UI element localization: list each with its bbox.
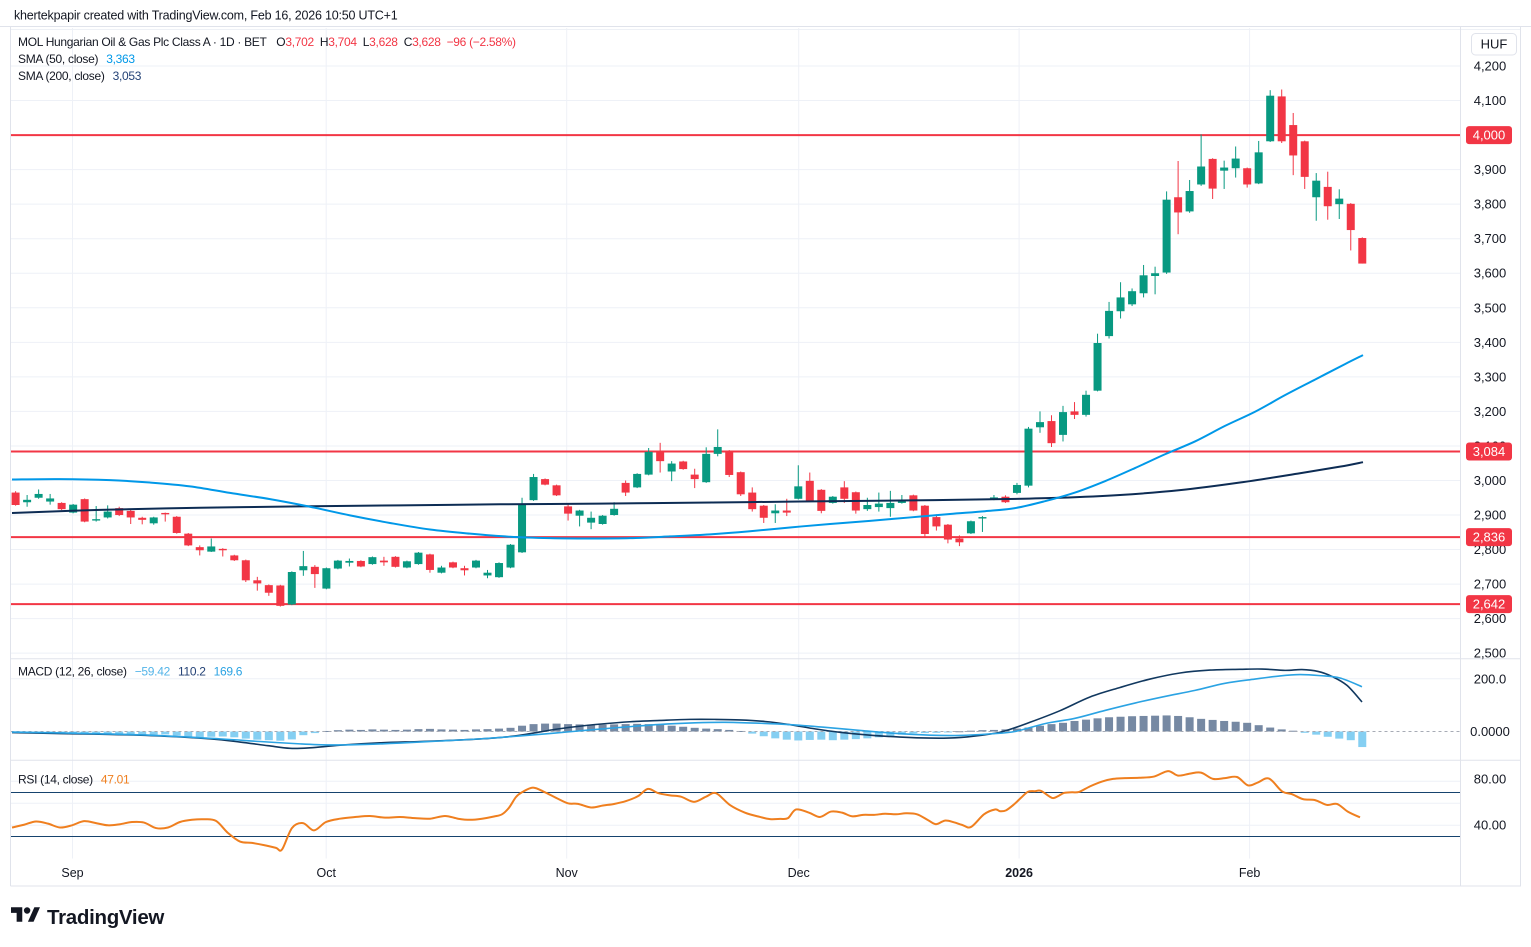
svg-text:0.0000: 0.0000 [1470, 724, 1510, 739]
svg-text:2,836: 2,836 [1473, 530, 1506, 545]
svg-text:RSI (14, close)47.01: RSI (14, close) 47.01 [18, 773, 130, 787]
svg-text:khertekpapir created with Trad: khertekpapir created with TradingView.co… [14, 9, 398, 23]
svg-text:HUF: HUF [1481, 37, 1508, 52]
svg-text:3,400: 3,400 [1474, 335, 1507, 350]
svg-text:4,000: 4,000 [1473, 128, 1506, 143]
svg-text:3,200: 3,200 [1474, 404, 1507, 419]
svg-text:TradingView: TradingView [47, 906, 164, 929]
svg-text:Dec: Dec [788, 866, 810, 880]
svg-text:3,084: 3,084 [1473, 444, 1506, 459]
svg-text:3,900: 3,900 [1474, 162, 1507, 177]
svg-text:Oct: Oct [316, 866, 336, 880]
svg-text:3,300: 3,300 [1474, 369, 1507, 384]
svg-text:2,500: 2,500 [1474, 646, 1507, 661]
svg-text:2,642: 2,642 [1473, 597, 1506, 612]
svg-text:2,900: 2,900 [1474, 508, 1507, 523]
svg-text:2026: 2026 [1005, 866, 1033, 880]
svg-text:2,700: 2,700 [1474, 577, 1507, 592]
svg-text:Nov: Nov [556, 866, 579, 880]
svg-text:MOL Hungarian Oil & Gas Plc Cl: MOL Hungarian Oil & Gas Plc Class A · 1D… [18, 35, 516, 49]
svg-text:Sep: Sep [61, 866, 83, 880]
svg-text:4,100: 4,100 [1474, 93, 1507, 108]
svg-text:3,700: 3,700 [1474, 231, 1507, 246]
svg-text:2,600: 2,600 [1474, 611, 1507, 626]
svg-text:3,500: 3,500 [1474, 300, 1507, 315]
svg-text:80.00: 80.00 [1474, 771, 1507, 786]
svg-text:SMA (200, close)3,053: SMA (200, close) 3,053 [18, 69, 142, 83]
svg-text:Feb: Feb [1239, 866, 1261, 880]
svg-text:200.0: 200.0 [1474, 671, 1507, 686]
svg-text:3,600: 3,600 [1474, 266, 1507, 281]
svg-text:SMA (50, close)3,363: SMA (50, close) 3,363 [18, 52, 135, 66]
svg-text:3,000: 3,000 [1474, 473, 1507, 488]
svg-text:40.00: 40.00 [1474, 818, 1507, 833]
svg-text:3,800: 3,800 [1474, 197, 1507, 212]
svg-text:4,200: 4,200 [1474, 59, 1507, 74]
